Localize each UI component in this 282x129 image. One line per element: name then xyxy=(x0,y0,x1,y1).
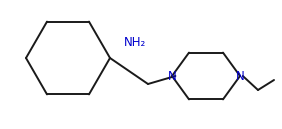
Text: N: N xyxy=(236,70,244,83)
Text: N: N xyxy=(168,70,176,83)
Text: NH₂: NH₂ xyxy=(124,35,146,49)
